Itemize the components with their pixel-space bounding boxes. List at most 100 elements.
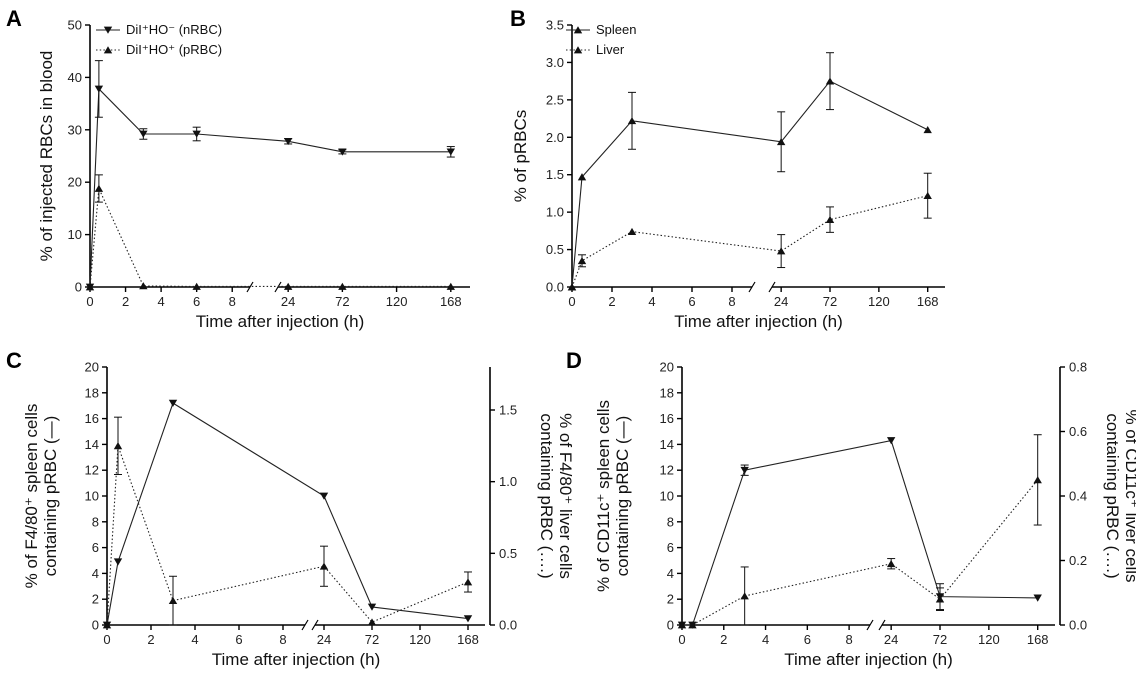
- panel-c-y-tick-label-0: 0: [92, 618, 99, 633]
- panel-a-y-tick-label-1: 10: [68, 227, 82, 242]
- panel-d-y2-tick-label-4: 0.8: [1069, 360, 1087, 375]
- panel-c-x-tick-label-r-0: 24: [317, 632, 331, 647]
- panel-b-legend-label-0: Spleen: [596, 22, 636, 37]
- panel-c-series-1-marker-3: [319, 562, 329, 570]
- panel-c-y-label-line-0: % of F4/80⁺ spleen cells: [22, 404, 41, 589]
- panel-c-series-0-marker-3: [319, 492, 329, 500]
- panel-d-y2-tick-label-1: 0.2: [1069, 553, 1087, 568]
- panel-b-y-tick-label-1: 0.5: [546, 242, 564, 257]
- panel-d-series-1-marker-2: [740, 592, 749, 600]
- panel-a-legend-item-1: DiI⁺HO⁺ (pRBC): [96, 42, 222, 57]
- panel-c-series-1-marker-5: [463, 578, 473, 586]
- panel-a-legend-marker-legend-1: [103, 46, 113, 54]
- panel-a-y-tick-label-5: 50: [68, 18, 82, 33]
- panel-c-axis-break-0: [301, 619, 309, 631]
- panel-c-series-1-marker-1: [113, 442, 123, 450]
- panel-c-y2-tick-label-2: 1.0: [499, 474, 517, 489]
- panel-d-series-0-marker-2: [740, 466, 749, 474]
- panel-b-series-1-marker-0: [567, 283, 577, 291]
- panel-c-y-tick-label-6: 12: [85, 463, 99, 478]
- panel-a-series-0: [85, 60, 455, 291]
- panel-b-legend-item-0: Spleen: [566, 22, 636, 37]
- panel-b-y-tick-label-3: 1.5: [546, 167, 564, 182]
- panel-a-x-tick-label-l-1: 2: [122, 294, 129, 309]
- panel-c-y2-tick-label-0: 0.0: [499, 618, 517, 633]
- panel-c-y2-label-line-1: containing pRBC (….): [537, 413, 556, 578]
- panel-c-series-0-marker-4: [367, 603, 377, 611]
- panel-b-series-0-marker-2: [627, 117, 637, 125]
- panel-b-y-tick-label-2: 1.0: [546, 205, 564, 220]
- panel-c-series-0: [102, 399, 473, 629]
- panel-a-series-0-marker-1: [94, 85, 104, 93]
- panel-a-series-1-marker-1: [94, 184, 104, 192]
- panel-d-x-tick-label-r-1: 72: [933, 632, 947, 647]
- panel-d-series-1-marker-4: [935, 595, 945, 603]
- panel-a-x-tick-label-r-1: 72: [335, 294, 349, 309]
- panel-a-legend-label-0: DiI⁺HO⁻ (nRBC): [126, 22, 222, 37]
- panel-d-y-tick-label-2: 4: [667, 566, 674, 581]
- panel-a-x-tick-label-l-4: 8: [229, 294, 236, 309]
- panel-d-y-label-line-0: % of CD11c⁺ spleen cells: [594, 400, 613, 592]
- panel-c-x-tick-label-l-2: 4: [191, 632, 198, 647]
- panel-c-series-0-line: [106, 402, 469, 626]
- panel-c-y-tick-label-2: 4: [92, 566, 99, 581]
- panel-b-x-tick-label-l-1: 2: [608, 294, 615, 309]
- panel-c-y2-tick-label-1: 0.5: [499, 546, 517, 561]
- panel-a-series-0-marker-4: [283, 137, 293, 146]
- panel-d-x-tick-label-r-3: 168: [1027, 632, 1049, 647]
- panel-b-legend-marker-legend-1: [573, 46, 583, 54]
- panel-a-y-tick-label-0: 0: [75, 280, 82, 295]
- panel-a-series-1-marker-4: [283, 282, 293, 290]
- panel-b-x-tick-label-l-4: 8: [728, 294, 735, 309]
- panel-b-y-tick-label-5: 2.5: [546, 92, 564, 107]
- panel-a-series-0-marker-2: [139, 130, 148, 138]
- panel-c-y-label-line-1: containing pRBC (—): [41, 416, 60, 577]
- panel-c-series-0-marker-1: [113, 558, 123, 566]
- panel-a-letter: A: [6, 6, 22, 31]
- panel-d-series-0-marker-3: [886, 437, 896, 445]
- panel-b-y-tick-label-0: 0.0: [546, 280, 564, 295]
- panel-d-series-0: [677, 437, 1042, 629]
- panel-b: B0.00.51.01.52.02.53.03.50 2 4 6 8 24 72 120 168…: [510, 6, 945, 331]
- panel-c-series-1-line: [106, 445, 469, 626]
- panel-c-x-tick-label-l-4: 8: [279, 632, 286, 647]
- panel-b-series-1-marker-3: [776, 247, 786, 255]
- panel-c-x-tick-label-r-1: 72: [365, 632, 379, 647]
- panel-a-axis-break-0: [246, 281, 254, 293]
- panel-d-series-0-marker-5: [1033, 594, 1042, 602]
- panel-c-y-tick-label-3: 6: [92, 540, 99, 555]
- panel-c-series-1-marker-4: [367, 618, 377, 626]
- panel-a-legend-label-1: DiI⁺HO⁺ (pRBC): [126, 42, 222, 57]
- panel-c-y-tick-label-10: 20: [85, 360, 99, 375]
- panel-d-y2-tick-label-2: 0.4: [1069, 489, 1087, 504]
- panel-a-x-label: Time after injection (h): [196, 312, 364, 331]
- panel-d-series-1-marker-5: [1033, 476, 1042, 484]
- panel-d-x-tick-label-l-2: 4: [762, 632, 769, 647]
- panel-c-y-tick-label-7: 14: [85, 437, 99, 452]
- panel-b-x-tick-label-r-3: 168: [917, 294, 939, 309]
- panel-b-series-1-marker-5: [923, 191, 932, 200]
- panel-d-y-tick-label-0: 0: [667, 618, 674, 633]
- panel-c-series-1: [102, 416, 473, 629]
- panel-b-letter: B: [510, 6, 526, 31]
- panel-d-y-tick-label-7: 14: [660, 437, 674, 452]
- panel-d-series-0-line: [682, 439, 1038, 626]
- panel-c-axis-break-1: [311, 619, 319, 631]
- panel-c-x-tick-label-r-3: 168: [457, 632, 479, 647]
- panel-a-series-1: [85, 174, 455, 291]
- panel-c-y-tick-label-4: 8: [92, 514, 99, 529]
- panel-a-x-tick-label-l-0: 0: [86, 294, 93, 309]
- panel-d-y-tick-label-4: 8: [667, 514, 674, 529]
- panel-b-y-label-line-0: % of pRBCs: [511, 110, 530, 203]
- panel-a-series-1-line: [89, 186, 451, 288]
- panel-a-legend-marker-legend-0: [103, 26, 113, 34]
- panel-b-y-label: % of pRBCs: [511, 110, 530, 203]
- panel-a-x-tick-label-r-3: 168: [440, 294, 462, 309]
- panel-b-x-tick-label-r-0: 24: [774, 294, 788, 309]
- panel-b-x-tick-label-r-1: 72: [823, 294, 837, 309]
- panel-d-y-tick-label-1: 2: [667, 592, 674, 607]
- panel-b-series-1-marker-4: [825, 215, 835, 223]
- panel-a-series-1-marker-6: [446, 282, 455, 290]
